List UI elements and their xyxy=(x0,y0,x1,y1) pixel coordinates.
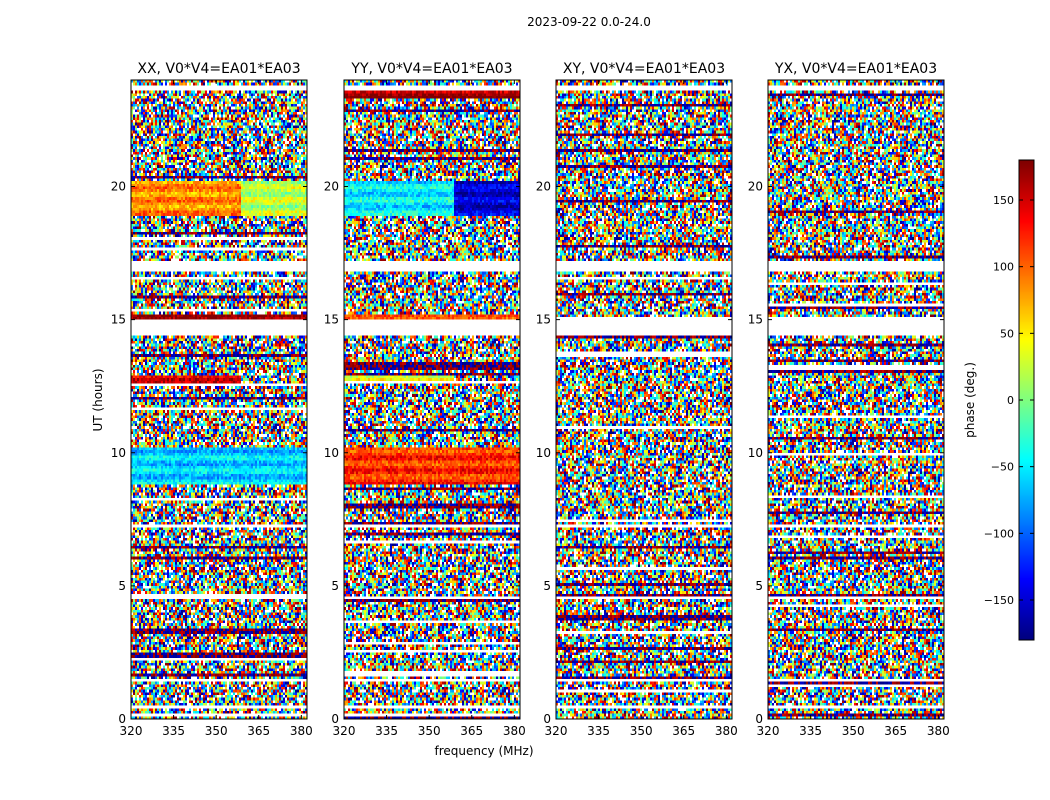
figure-title: 2023-09-22 0.0-24.0 xyxy=(527,15,651,29)
y-tick-label: 10 xyxy=(324,446,339,460)
y-tick-label: 5 xyxy=(331,579,339,593)
x-tick-label: 365 xyxy=(460,724,483,738)
colorbar-tick-label: 0 xyxy=(1007,394,1014,407)
y-tick-label: 15 xyxy=(324,313,339,327)
panel-2: YY, V0*V4=EA01*EA03 320 335 350 365 380 0 5 10 15… xyxy=(324,61,526,738)
heatmap-image xyxy=(556,80,732,719)
y-tick-label: 20 xyxy=(324,180,339,194)
heatmap-image xyxy=(131,80,307,719)
y-tick-label: 10 xyxy=(536,446,551,460)
y-tick-label: 5 xyxy=(543,579,551,593)
colorbar-tick-label: −50 xyxy=(991,461,1014,474)
x-tick-label: 350 xyxy=(630,724,653,738)
x-tick-label: 335 xyxy=(799,724,822,738)
heatmap-panels: XX, V0*V4=EA01*EA03 320 335 350 365 380 0 5 10 15… xyxy=(111,61,950,738)
x-tick-label: 380 xyxy=(503,724,526,738)
axes-frame xyxy=(343,79,521,720)
x-tick-label: 350 xyxy=(842,724,865,738)
y-tick-label: 10 xyxy=(748,446,763,460)
colorbar-tick-label: −100 xyxy=(984,527,1014,540)
heatmap-image xyxy=(344,80,520,719)
colorbar-gradient xyxy=(1019,160,1034,640)
heatmap-image xyxy=(768,80,944,719)
x-tick-label: 380 xyxy=(715,724,738,738)
x-tick-label: 365 xyxy=(672,724,695,738)
panel-4: YX, V0*V4=EA01*EA03 320 335 350 365 380 0 5 10 15… xyxy=(748,61,950,738)
x-tick-label: 335 xyxy=(162,724,185,738)
axes-frame xyxy=(130,79,308,720)
colorbar-tick-label: 150 xyxy=(993,194,1014,207)
panel-3: XY, V0*V4=EA01*EA03 320 335 350 365 380 0 5 10 15… xyxy=(536,61,738,738)
colorbar-tick-label: 100 xyxy=(993,261,1014,274)
x-tick-label: 320 xyxy=(120,724,143,738)
y-tick-label: 0 xyxy=(543,712,551,726)
x-tick-label: 335 xyxy=(375,724,398,738)
y-tick-label: 15 xyxy=(111,313,126,327)
axes-frame xyxy=(767,79,945,720)
colorbar-label: phase (deg.) xyxy=(963,362,977,438)
x-tick-label: 365 xyxy=(884,724,907,738)
colorbar-tick-label: −150 xyxy=(984,594,1014,607)
y-tick-label: 0 xyxy=(331,712,339,726)
x-tick-label: 380 xyxy=(290,724,313,738)
y-tick-label: 15 xyxy=(748,313,763,327)
x-axis-label: frequency (MHz) xyxy=(434,744,533,758)
x-tick-label: 335 xyxy=(587,724,610,738)
panel-1: XX, V0*V4=EA01*EA03 320 335 350 365 380 0 5 10 15… xyxy=(111,61,313,738)
y-axis-label: UT (hours) xyxy=(91,368,105,431)
x-tick-label: 320 xyxy=(757,724,780,738)
y-tick-label: 15 xyxy=(536,313,551,327)
x-tick-label: 365 xyxy=(247,724,270,738)
x-tick-label: 380 xyxy=(927,724,950,738)
y-tick-label: 5 xyxy=(118,579,126,593)
panel-title: XY, V0*V4=EA01*EA03 xyxy=(563,61,725,77)
y-tick-label: 0 xyxy=(755,712,763,726)
colorbar: 150 100 50 0 −50 −100 −150 xyxy=(984,159,1035,641)
panel-title: YY, V0*V4=EA01*EA03 xyxy=(350,61,512,77)
panel-title: XX, V0*V4=EA01*EA03 xyxy=(137,61,300,77)
x-tick-label: 350 xyxy=(418,724,441,738)
y-tick-label: 0 xyxy=(118,712,126,726)
y-tick-label: 10 xyxy=(111,446,126,460)
y-tick-label: 20 xyxy=(111,180,126,194)
x-tick-label: 320 xyxy=(545,724,568,738)
axes-frame xyxy=(555,79,733,720)
colorbar-tick-label: 50 xyxy=(1000,327,1014,340)
panel-title: YX, V0*V4=EA01*EA03 xyxy=(774,61,937,77)
y-tick-label: 20 xyxy=(536,180,551,194)
x-tick-label: 350 xyxy=(205,724,228,738)
y-tick-label: 20 xyxy=(748,180,763,194)
y-tick-label: 5 xyxy=(755,579,763,593)
x-tick-label: 320 xyxy=(333,724,356,738)
